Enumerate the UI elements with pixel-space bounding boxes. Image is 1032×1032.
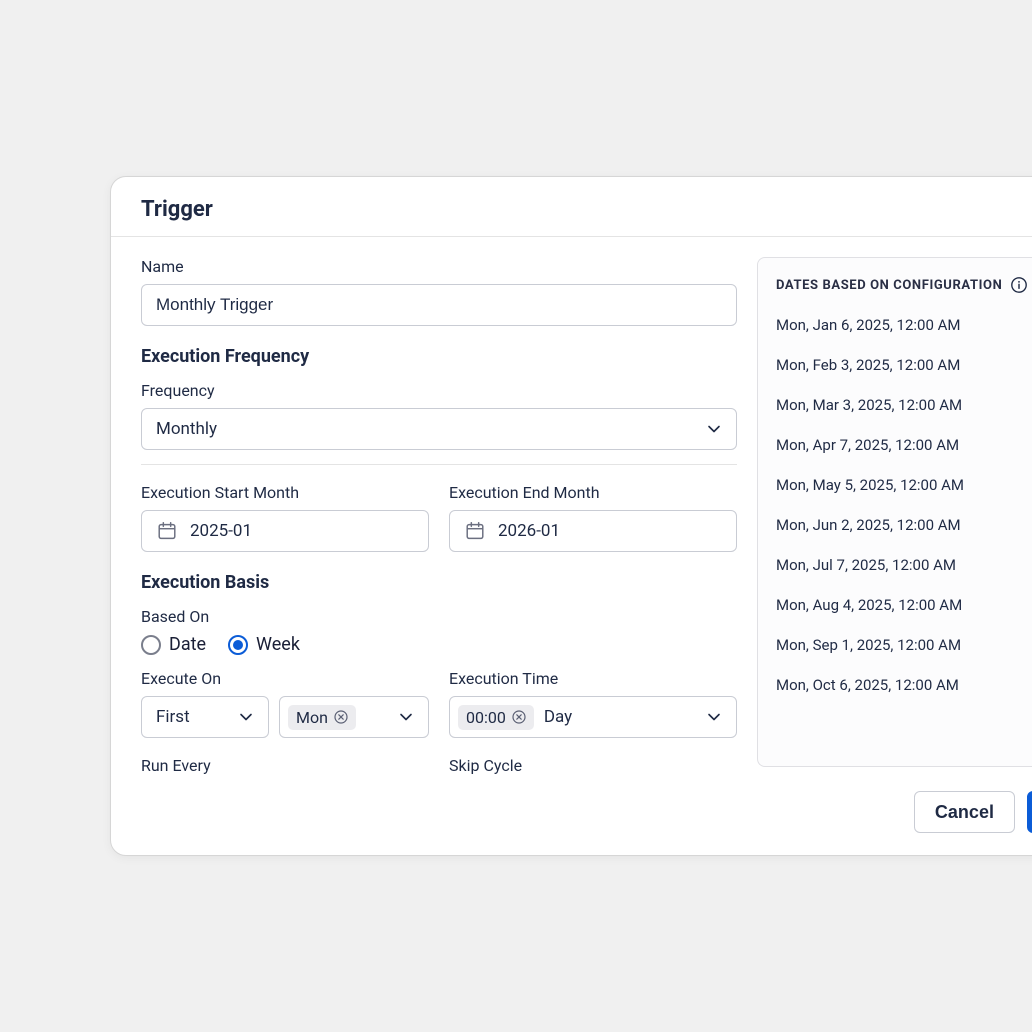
time-chip-label: 00:00 [466,708,506,727]
chevron-down-icon [706,421,722,437]
chevron-down-icon [238,709,254,725]
info-icon[interactable] [1010,276,1028,294]
end-month-label: Execution End Month [449,483,737,502]
radio-icon [228,635,248,655]
exec-frequency-title: Execution Frequency [141,346,737,367]
preview-date-item: Mon, Oct 6, 2025, 12:00 AM [776,676,1032,694]
execution-time-label: Execution Time [449,669,737,688]
name-label: Name [141,257,737,276]
execution-time-inner: 00:00 Day [458,705,572,730]
execute-row: Execute On First Mon [141,669,737,738]
execute-on-day-select[interactable]: Mon [279,696,429,738]
form-column: Name Execution Frequency Frequency Month… [141,257,737,775]
run-every-label: Run Every [141,756,429,775]
execution-time-suffix: Day [544,707,572,727]
chevron-down-icon [706,709,722,725]
divider [141,464,737,465]
radio-label-date: Date [169,634,206,655]
preview-date-list: Mon, Jan 6, 2025, 12:00 AM Mon, Feb 3, 20… [776,316,1032,694]
preview-date-item: Mon, Apr 7, 2025, 12:00 AM [776,436,1032,454]
preview-panel: DATES BASED ON CONFIGURATION Mon, Jan 6,… [757,257,1032,767]
exec-basis-title: Execution Basis [141,572,737,593]
start-month-field[interactable]: 2025-01 [141,510,429,552]
radio-icon [141,635,161,655]
panel-header: Trigger [111,177,1032,237]
frequency-select[interactable]: Monthly [141,408,737,450]
preview-date-item: Mon, Mar 3, 2025, 12:00 AM [776,396,1032,414]
execute-on-ordinal-select[interactable]: First [141,696,269,738]
panel-body: Name Execution Frequency Frequency Month… [111,237,1032,775]
preview-date-item: Mon, May 5, 2025, 12:00 AM [776,476,1032,494]
frequency-value: Monthly [156,419,217,439]
calendar-icon [156,520,178,542]
execution-time-col: Execution Time 00:00 Day [449,669,737,738]
preview-date-item: Mon, Jun 2, 2025, 12:00 AM [776,516,1032,534]
day-chip[interactable]: Mon [288,705,356,730]
frequency-label: Frequency [141,381,737,400]
trigger-panel: Trigger Name Execution Frequency Frequen… [110,176,1032,856]
month-range-row: Execution Start Month 2025-01 Execution … [141,483,737,552]
execute-on-label: Execute On [141,669,429,688]
radio-label-week: Week [256,634,300,655]
run-every-col: Run Every [141,756,429,775]
day-chip-label: Mon [296,708,328,727]
chevron-down-icon [398,709,414,725]
cancel-button[interactable]: Cancel [914,791,1015,833]
preview-date-item: Mon, Sep 1, 2025, 12:00 AM [776,636,1032,654]
name-input[interactable] [141,284,737,326]
panel-title: Trigger [141,197,1032,222]
calendar-icon [464,520,486,542]
skip-cycle-label: Skip Cycle [449,756,737,775]
end-month-value: 2026-01 [498,521,560,541]
preview-header: DATES BASED ON CONFIGURATION [776,276,1032,294]
end-month-field[interactable]: 2026-01 [449,510,737,552]
run-skip-row: Run Every Skip Cycle [141,756,737,775]
execution-time-select[interactable]: 00:00 Day [449,696,737,738]
time-chip[interactable]: 00:00 [458,705,534,730]
execute-on-selects: First Mon [141,696,429,738]
preview-date-item: Mon, Feb 3, 2025, 12:00 AM [776,356,1032,374]
based-on-radio-group: Date Week [141,634,737,655]
execute-on-ordinal-value: First [156,707,190,727]
preview-date-item: Mon, Aug 4, 2025, 12:00 AM [776,596,1032,614]
save-button[interactable]: Save [1027,791,1032,833]
based-on-label: Based On [141,607,737,626]
start-month-col: Execution Start Month 2025-01 [141,483,429,552]
remove-chip-icon[interactable] [512,710,526,724]
skip-cycle-col: Skip Cycle [449,756,737,775]
execute-on-col: Execute On First Mon [141,669,429,738]
start-month-value: 2025-01 [190,521,252,541]
preview-date-item: Mon, Jan 6, 2025, 12:00 AM [776,316,1032,334]
remove-chip-icon[interactable] [334,710,348,724]
panel-footer: Cancel Save [111,775,1032,855]
radio-option-date[interactable]: Date [141,634,206,655]
radio-option-week[interactable]: Week [228,634,300,655]
start-month-label: Execution Start Month [141,483,429,502]
preview-date-item: Mon, Jul 7, 2025, 12:00 AM [776,556,1032,574]
end-month-col: Execution End Month 2026-01 [449,483,737,552]
preview-header-text: DATES BASED ON CONFIGURATION [776,278,1002,293]
